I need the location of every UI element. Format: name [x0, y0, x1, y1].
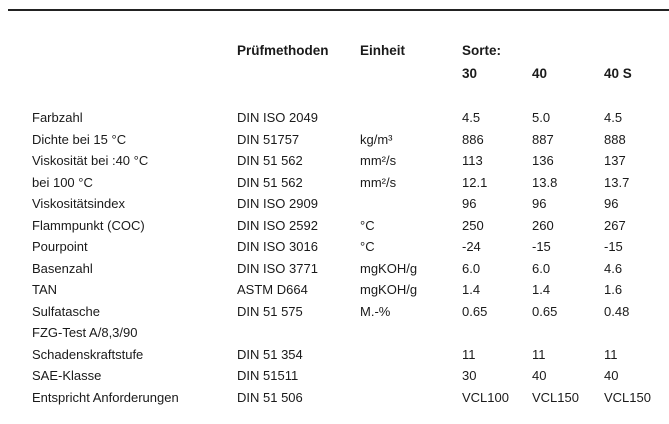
table-row: Pourpoint DIN ISO 3016 °C -24 -15 -15	[0, 239, 669, 259]
value-40s-cell: 96	[604, 196, 619, 211]
unit-cell: °C	[360, 239, 375, 254]
table-row: Farbzahl DIN ISO 2049 4.5 5.0 4.5	[0, 110, 669, 130]
value-30-cell: 11	[462, 346, 476, 362]
property-cell: Entspricht Anforderungen	[32, 389, 179, 405]
table-row: Basenzahl DIN ISO 3771 mgKOH/g 6.0 6.0 4.6	[0, 261, 669, 281]
unit-cell: mm²/s	[360, 174, 397, 190]
method-cell: DIN 51 562	[237, 174, 303, 190]
table-row: SAE-Klasse DIN 51511 30 40 40	[0, 368, 669, 388]
property-cell: bei 100 °C	[32, 174, 93, 190]
property-cell: TAN	[32, 282, 58, 297]
header-grade-40s: 40 S	[604, 66, 632, 81]
value-30-cell: 113	[462, 153, 483, 168]
header-grade-label: Sorte:	[462, 43, 502, 58]
property-cell: Pourpoint	[32, 239, 88, 254]
method-cell: DIN 51757	[237, 131, 300, 147]
value-40s-cell: -15	[604, 239, 623, 254]
unit-cell: mm²/s	[360, 153, 397, 168]
value-40s-cell: 11	[604, 346, 618, 362]
property-cell: FZG-Test A/8,3/90	[32, 325, 138, 340]
method-cell: DIN ISO 2592	[237, 217, 318, 233]
value-40s-cell: 4.5	[604, 110, 623, 125]
method-cell: DIN 51 562	[237, 153, 303, 168]
value-40s-cell: 0.48	[604, 303, 630, 319]
value-40-cell: 6.0	[532, 260, 551, 276]
property-cell: Viskositätsindex	[32, 196, 125, 211]
property-cell: Farbzahl	[32, 110, 83, 125]
value-30-cell: 12.1	[462, 174, 488, 190]
property-cell: Basenzahl	[32, 260, 93, 276]
table-row: Viskositätsindex DIN ISO 2909 96 96 96	[0, 196, 669, 216]
value-30-cell: 250	[462, 217, 484, 233]
method-cell: ASTM D664	[237, 282, 308, 297]
value-40s-cell: 267	[604, 217, 626, 233]
value-40-cell: 13.8	[532, 174, 558, 190]
top-rule	[8, 9, 669, 11]
value-40s-cell: 1.6	[604, 282, 623, 297]
table-row: Dichte bei 15 °C DIN 51757 kg/m³ 886 887 888	[0, 132, 669, 152]
table-row: Viskosität bei :40 °C DIN 51 562 mm²/s 113 1…	[0, 153, 669, 173]
method-cell: DIN 51511	[237, 368, 299, 383]
value-40s-cell: VCL150	[604, 389, 651, 405]
property-cell: Sulfatasche	[32, 303, 100, 319]
table-row: TAN ASTM D664 mgKOH/g 1.4 1.4 1.6	[0, 282, 669, 302]
value-40-cell: 0.65	[532, 303, 558, 319]
header-grade-30: 30	[462, 66, 478, 81]
value-40s-cell: 13.7	[604, 174, 630, 190]
value-30-cell: VCL100	[462, 389, 509, 405]
header-unit: Einheit	[360, 43, 406, 58]
table-row: Entspricht Anforderungen DIN 51 506 VCL100…	[0, 390, 669, 410]
value-30-cell: -24	[462, 239, 481, 254]
method-cell: DIN 51 575	[237, 303, 303, 319]
value-40-cell: 136	[532, 153, 554, 168]
value-40s-cell: 137	[604, 153, 626, 168]
value-40-cell: 887	[532, 131, 554, 147]
header-grade-40: 40	[532, 66, 548, 81]
method-cell: DIN 51 506	[237, 389, 303, 405]
value-40-cell: VCL150	[532, 389, 579, 405]
value-40s-cell: 4.6	[604, 260, 623, 276]
unit-cell: kg/m³	[360, 131, 393, 147]
property-cell: Dichte bei 15 °C	[32, 131, 127, 147]
value-30-cell: 6.0	[462, 260, 481, 276]
method-cell: DIN 51 354	[237, 346, 303, 362]
value-40-cell: -15	[532, 239, 551, 254]
value-40-cell: 96	[532, 196, 547, 211]
property-cell: Viskosität bei :40 °C	[32, 153, 149, 168]
method-cell: DIN ISO 3771	[237, 260, 318, 276]
value-30-cell: 30	[462, 368, 477, 383]
value-40-cell: 5.0	[532, 110, 551, 125]
header-method: Prüfmethoden	[237, 43, 329, 58]
value-30-cell: 96	[462, 196, 477, 211]
table-row: Flammpunkt (COC) DIN ISO 2592 °C 250 260 267	[0, 218, 669, 238]
value-30-cell: 4.5	[462, 110, 481, 125]
property-cell: Flammpunkt (COC)	[32, 217, 145, 233]
unit-cell: M.-%	[360, 303, 391, 319]
value-30-cell: 0.65	[462, 303, 488, 319]
method-cell: DIN ISO 3016	[237, 239, 318, 254]
unit-cell: mgKOH/g	[360, 260, 418, 276]
property-cell: SAE-Klasse	[32, 368, 102, 383]
method-cell: DIN ISO 2049	[237, 110, 318, 125]
value-30-cell: 1.4	[462, 282, 481, 297]
table-row: Schadenskraftstufe DIN 51 354 11 11 11	[0, 347, 669, 367]
value-40-cell: 260	[532, 217, 554, 233]
unit-cell: mgKOH/g	[360, 282, 418, 297]
value-40s-cell: 40	[604, 368, 619, 383]
method-cell: DIN ISO 2909	[237, 196, 318, 211]
table-row: Sulfatasche DIN 51 575 M.-% 0.65 0.65 0.48	[0, 304, 669, 324]
value-40-cell: 40	[532, 368, 547, 383]
value-40-cell: 11	[532, 346, 546, 362]
table-row: bei 100 °C DIN 51 562 mm²/s 12.1 13.8 13.7	[0, 175, 669, 195]
value-40s-cell: 888	[604, 131, 626, 147]
property-cell: Schadenskraftstufe	[32, 346, 144, 362]
value-30-cell: 886	[462, 131, 484, 147]
unit-cell: °C	[360, 217, 375, 233]
value-40-cell: 1.4	[532, 282, 551, 297]
table-row: FZG-Test A/8,3/90	[0, 325, 669, 345]
